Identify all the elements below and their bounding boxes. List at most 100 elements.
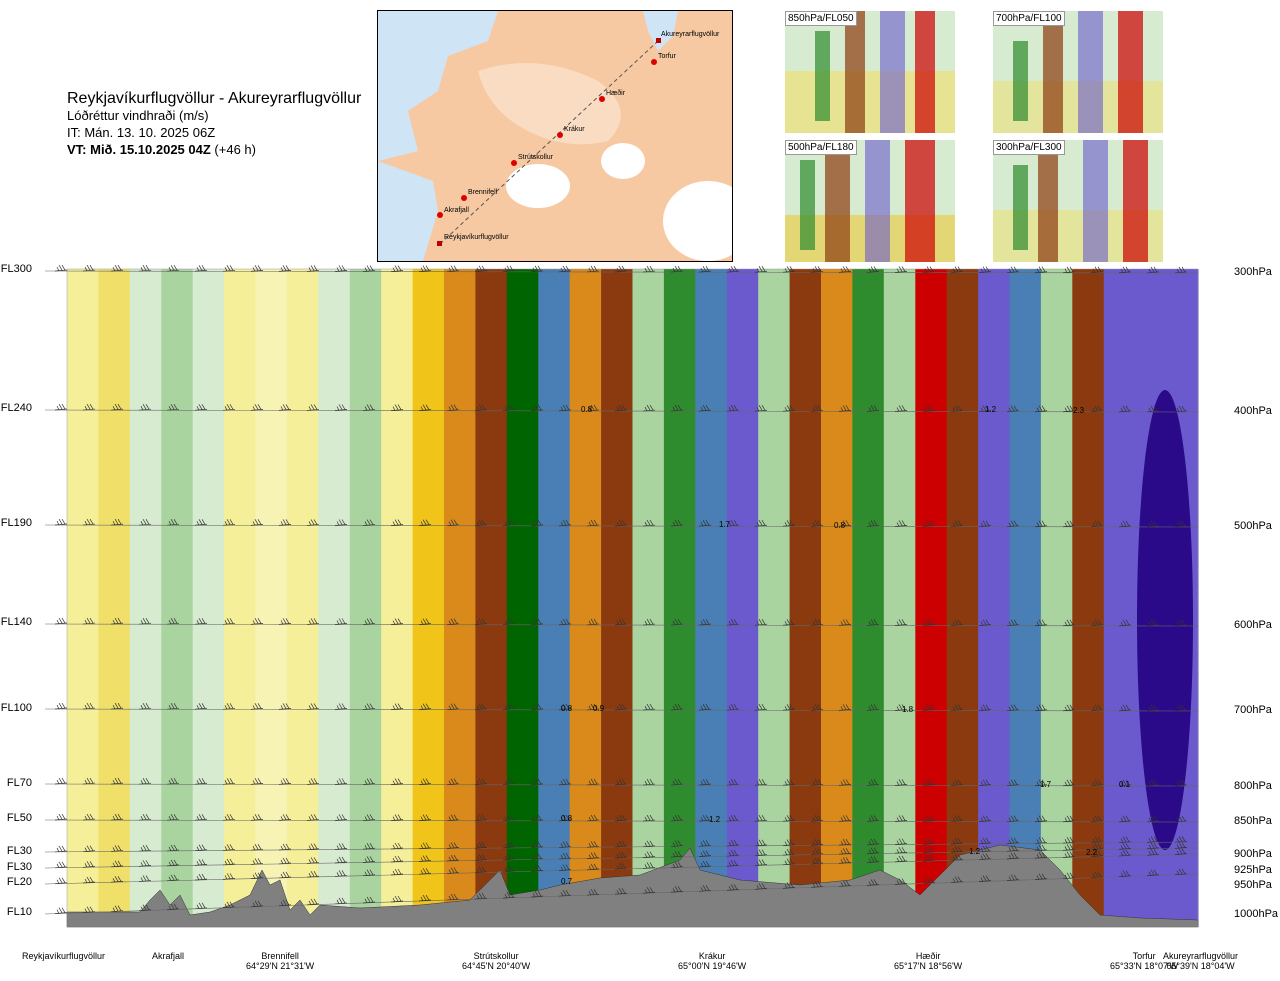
waypoint-akureyri: Akureyrarflugvöllur 65°39'N 18°04'W — [1163, 951, 1238, 971]
wind-barb — [698, 519, 712, 527]
wind-barb — [418, 703, 432, 710]
wind-barb — [894, 815, 908, 822]
wind-barb — [362, 896, 376, 904]
wind-barb — [474, 892, 488, 900]
heatmap-column — [444, 269, 476, 927]
wind-barb — [586, 404, 600, 412]
wind-barb — [166, 814, 180, 821]
hpa-label-4: 700hPa — [1234, 704, 1272, 716]
wind-barb — [530, 703, 544, 711]
wind-barb — [614, 778, 628, 786]
value-annotation: 0.8 — [561, 814, 573, 823]
wind-barb — [418, 842, 432, 850]
wind-barb — [698, 814, 712, 822]
wind-barb — [810, 520, 824, 527]
wind-barb — [362, 404, 376, 411]
heatmap-column — [1009, 269, 1042, 927]
wind-barb — [278, 618, 292, 625]
map-label-akureyri: Akureyrarflugvöllur — [661, 31, 720, 38]
wind-barb — [250, 844, 264, 851]
wind-barb — [1090, 704, 1104, 712]
value-annotations: 0.8 1.2 2.3 1.7 0.8 0.8 0.9 1.8 1.7 0.1 0.8 1.2 1.2 2… — [561, 405, 1131, 886]
wind-barb — [390, 618, 404, 625]
wind-barb — [810, 405, 824, 412]
wind-barb — [362, 869, 376, 877]
wind-barb — [390, 265, 404, 272]
heatmap-column — [192, 269, 225, 927]
inset-map-850: 850hPa/FL050 — [785, 11, 955, 133]
wind-barb — [698, 265, 712, 273]
wind-barb — [166, 703, 180, 710]
wind-barb — [586, 852, 600, 859]
wind-barb — [726, 884, 740, 891]
wind-barb — [922, 815, 936, 822]
wind-barb — [670, 703, 684, 711]
waypoint-brennifell-name: Brennifell — [261, 951, 299, 961]
wind-barb — [362, 519, 376, 526]
wind-barb — [614, 618, 628, 626]
route-title: Reykjavíkurflugvöllur - Akureyrarflugvöl… — [67, 90, 362, 107]
wind-barb — [754, 405, 768, 412]
inset-map-700: 700hPa/FL100 — [993, 11, 1163, 133]
wind-barb — [446, 778, 460, 786]
wind-barb — [1034, 844, 1048, 852]
wind-barb — [166, 778, 180, 785]
inset-map-300: 300hPa/FL300 — [993, 140, 1163, 262]
wind-barb — [446, 842, 460, 849]
wind-barb — [754, 839, 768, 847]
wind-barb — [726, 405, 740, 412]
value-annotation: 0.8 — [581, 405, 593, 414]
wind-barb — [446, 814, 460, 822]
wind-barb — [418, 519, 432, 526]
value-annotation: 0.8 — [561, 704, 573, 713]
waypoint-akrafjall-name: Akrafjall — [152, 951, 185, 961]
wind-barb — [922, 877, 936, 884]
fl-label-10: FL10 — [6, 906, 32, 918]
wind-barb — [670, 840, 684, 847]
wind-barb — [390, 404, 404, 411]
wind-barb — [1118, 815, 1132, 823]
heatmap-column — [789, 269, 822, 927]
wind-barb — [446, 404, 460, 412]
wind-barb — [670, 861, 684, 869]
wind-barb — [922, 854, 936, 862]
wind-barb — [754, 266, 768, 273]
wind-barb — [1062, 836, 1076, 844]
wind-barb — [250, 265, 264, 272]
wind-barb — [474, 814, 488, 822]
wind-barb — [138, 845, 152, 852]
wind-barb — [418, 618, 432, 625]
waypoint-strutskollur-name: Strútskollur — [473, 951, 519, 961]
wind-barb — [250, 814, 264, 821]
wind-barb — [362, 778, 376, 785]
wind-barb — [978, 405, 992, 412]
wind-barb — [642, 404, 656, 412]
wind-barb — [390, 868, 404, 876]
wind-barb — [362, 265, 376, 272]
wind-barb — [306, 404, 320, 411]
wind-barb — [922, 619, 936, 626]
wind-barb — [922, 704, 936, 711]
wind-barb — [1174, 266, 1188, 274]
wind-barb — [670, 265, 684, 273]
waypoint-torfur-name: Torfur — [1132, 951, 1156, 961]
wind-barb — [978, 837, 992, 845]
wind-barb — [530, 865, 544, 872]
pressure-level-line — [44, 819, 1199, 823]
wind-barb — [82, 777, 96, 785]
wind-barb — [194, 618, 208, 625]
wind-barb — [558, 841, 572, 848]
wind-barb — [166, 903, 180, 911]
wind-barb — [194, 778, 208, 785]
wind-barb — [138, 702, 152, 710]
fl-label-0: FL300 — [0, 263, 32, 275]
wind-barb — [978, 619, 992, 626]
wind-barb — [390, 778, 404, 785]
wind-barb — [502, 865, 516, 873]
fl-label-8: FL30 — [6, 861, 32, 873]
wind-barb — [698, 850, 712, 858]
waypoint-haedir-marker — [599, 96, 605, 102]
wind-barb — [782, 779, 796, 786]
wind-barb — [530, 841, 544, 849]
wind-barb — [362, 703, 376, 710]
